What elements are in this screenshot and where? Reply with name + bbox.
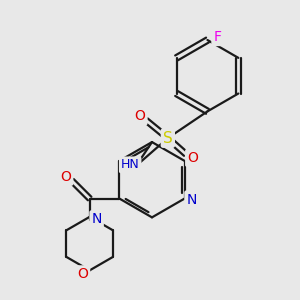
Text: HN: HN (121, 158, 140, 171)
Text: O: O (135, 109, 146, 123)
Text: N: N (186, 193, 197, 206)
Text: S: S (163, 130, 173, 146)
Text: N: N (92, 212, 102, 226)
Text: O: O (60, 170, 71, 184)
Text: O: O (187, 151, 198, 165)
Text: F: F (213, 30, 221, 44)
Text: O: O (77, 267, 88, 281)
